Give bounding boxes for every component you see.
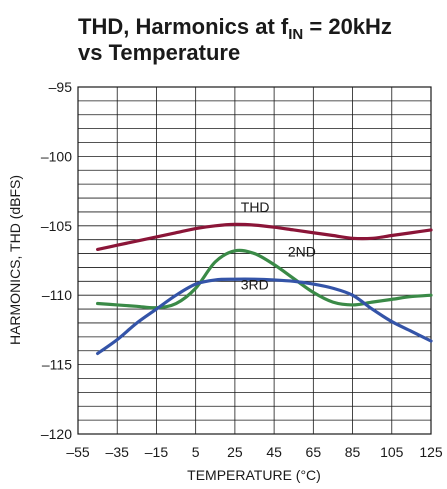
series-line-3rd: [96, 277, 433, 356]
x-tick-labels: –55 –35 –15 5 25 45 65 85 105 125: [66, 444, 443, 460]
chart-title-line2: vs Temperature: [78, 40, 240, 65]
y-tick-label: –120: [41, 426, 72, 442]
chart-title-main: THD, Harmonics at f: [78, 14, 289, 39]
x-tick-label: 125: [419, 444, 443, 460]
series-annotation-thd: THD: [241, 199, 270, 215]
series-line-2nd: [96, 248, 433, 310]
x-tick-label: 85: [345, 444, 361, 460]
y-tick-label: –105: [41, 218, 72, 234]
chart-title-tail: = 20kHz: [303, 14, 392, 39]
chart-title-subscript: IN: [288, 26, 303, 43]
chart-title-line1: THD, Harmonics at fIN = 20kHz: [78, 14, 392, 43]
x-tick-label: 105: [380, 444, 404, 460]
y-tick-labels: –95 –100 –105 –110 –115 –120: [41, 79, 72, 442]
y-tick-label: –110: [42, 287, 72, 303]
x-tick-label: 25: [227, 444, 243, 460]
x-axis-label: TEMPERATURE (°C): [187, 467, 321, 483]
x-tick-label: –55: [66, 444, 90, 460]
y-tick-label: –100: [41, 148, 72, 164]
y-tick-label: –95: [49, 79, 73, 95]
series-annotation-2nd: 2ND: [288, 243, 316, 259]
plot-frame: [77, 86, 432, 435]
x-tick-label: 5: [192, 444, 200, 460]
x-tick-label: –35: [106, 444, 130, 460]
series-annotation-3rd: 3RD: [241, 277, 269, 293]
series-line-thd: [96, 222, 433, 251]
x-tick-label: –15: [145, 444, 169, 460]
y-axis-label: HARMONICS, THD (dBFS): [7, 175, 23, 345]
annotation-layer: THD 2ND 3RD: [241, 199, 316, 293]
x-tick-label: 65: [306, 444, 322, 460]
y-tick-label: –115: [42, 357, 72, 373]
grid-layer: [77, 86, 432, 435]
x-tick-label: 45: [266, 444, 282, 460]
series-layer: [96, 222, 433, 356]
